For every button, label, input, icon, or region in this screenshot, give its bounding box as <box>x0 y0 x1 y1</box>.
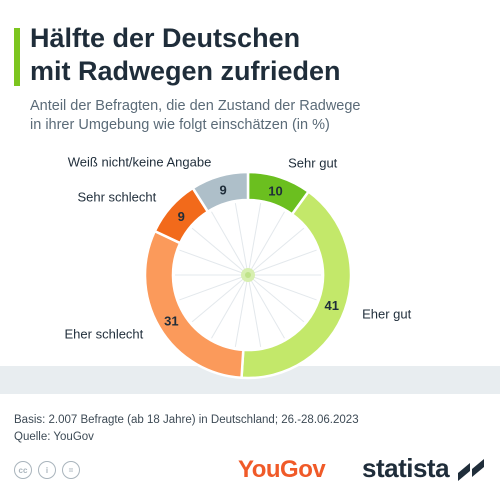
category-label: Eher schlecht <box>65 327 144 342</box>
subtitle: Anteil der Befragten, die den Zustand de… <box>30 97 470 135</box>
data-label: 31 <box>164 313 178 328</box>
footer-basis: Basis: 2.007 Befragte (ab 18 Jahre) in D… <box>14 414 359 426</box>
category-label: Sehr gut <box>288 156 338 171</box>
donut-segment-eher-schlecht <box>143 229 245 380</box>
bicycle-wheel-icon <box>175 203 321 347</box>
yougov-logo[interactable]: YouGov <box>238 456 326 483</box>
donut-segment-wei-nicht-keine-angabe <box>191 170 250 214</box>
footer-source: Quelle: YouGov <box>14 431 94 443</box>
equals-icon[interactable]: = <box>62 461 80 479</box>
data-label: 10 <box>268 183 282 198</box>
statista-logo[interactable]: statista <box>362 453 450 483</box>
data-label: 41 <box>325 298 339 313</box>
data-label: 9 <box>178 209 185 224</box>
statista-logo-icon <box>458 459 484 481</box>
donut-segment-eher-gut <box>240 189 353 380</box>
category-label: Sehr schlecht <box>77 190 156 205</box>
title-line-2: mit Radwegen zufrieden <box>30 56 341 86</box>
title-line-1: Hälfte der Deutschen <box>30 23 301 53</box>
page-title: Hälfte der Deutschen mit Radwegen zufrie… <box>30 22 470 88</box>
subtitle-line-2: in ihrer Umgebung wie folgt einschätzen … <box>30 117 330 133</box>
license-icons: cc i = <box>14 461 80 479</box>
subtitle-line-1: Anteil der Befragten, die den Zustand de… <box>30 98 361 114</box>
data-label: 9 <box>220 183 227 198</box>
accent-bar <box>14 28 20 86</box>
category-label: Eher gut <box>362 307 412 322</box>
donut-chart: 10 Sehr gut 41 Eher gut 31 Eher schlecht 9 Sehr… <box>65 155 412 380</box>
person-icon[interactable]: i <box>38 461 56 479</box>
cc-icon[interactable]: cc <box>14 461 32 479</box>
category-label: Weiß nicht/keine Angabe <box>68 155 212 170</box>
